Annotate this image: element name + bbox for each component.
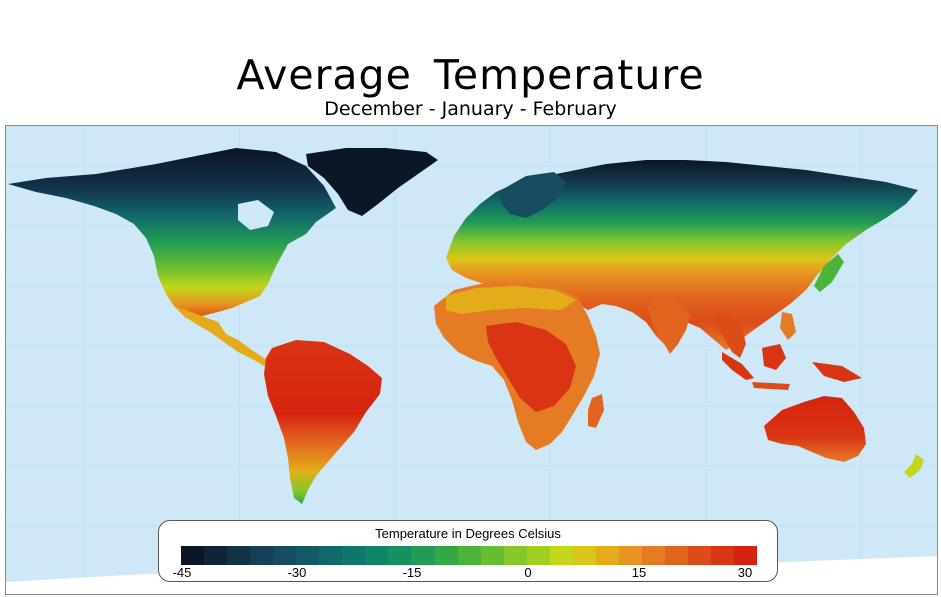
sumatra-landmass [722, 352, 754, 380]
legend-swatch [388, 546, 412, 565]
map-subtitle: December - January - February [324, 98, 617, 120]
legend-swatch [688, 546, 712, 565]
scandinavia-landmass [498, 172, 566, 218]
legend-tick: -30 [287, 565, 307, 580]
legend-swatch [319, 546, 343, 565]
sahara-band [446, 286, 576, 314]
legend-swatch [296, 546, 320, 565]
legend-swatch [181, 546, 205, 565]
eurasia-landmass [446, 160, 918, 350]
legend-swatch [664, 546, 689, 565]
greenland-landmass [306, 148, 438, 216]
japan-landmass [814, 254, 844, 292]
legend-swatch [618, 546, 642, 565]
legend-swatch [204, 546, 228, 565]
legend-swatch [641, 546, 665, 565]
madagascar-landmass [588, 394, 604, 428]
legend-tick: 0 [524, 565, 532, 580]
legend-title: Temperature in Degrees Celsius [375, 526, 561, 541]
new-guinea-landmass [812, 362, 862, 382]
north-america-landmass [8, 148, 336, 318]
legend-swatch [595, 546, 619, 565]
hudson-bay [238, 200, 274, 230]
legend-swatch [273, 546, 297, 565]
legend-swatch [342, 546, 366, 565]
java-landmass [752, 382, 790, 390]
southeast-asia-landmass [714, 314, 746, 358]
central-africa-hot [486, 322, 576, 412]
legend-swatch [711, 546, 735, 565]
legend-swatch [365, 546, 389, 565]
new-zealand-landmass [904, 454, 924, 478]
australia-landmass [764, 396, 866, 462]
legend-swatch [503, 546, 527, 565]
legend-tick: 15 [631, 565, 647, 580]
legend-swatch [734, 546, 758, 565]
legend-swatch [457, 546, 481, 565]
mexico-central-america [174, 306, 272, 368]
legend-swatch [572, 546, 596, 565]
legend-swatch [549, 546, 573, 565]
philippines-landmass [780, 312, 796, 340]
legend-swatch [250, 546, 274, 565]
temperature-legend: Temperature in Degrees Celsius -45 -30 -… [158, 520, 778, 582]
legend-swatch [526, 546, 550, 565]
legend-color-bar [181, 546, 758, 565]
borneo-landmass [762, 344, 786, 370]
legend-tick: -45 [172, 565, 192, 580]
legend-tick: 30 [737, 565, 753, 580]
legend-swatch [411, 546, 435, 565]
legend-swatch [480, 546, 504, 565]
legend-swatch [227, 546, 251, 565]
map-title: Average Temperature [236, 51, 705, 99]
south-america-landmass [264, 340, 382, 504]
legend-tick: -15 [402, 565, 422, 580]
legend-swatch [434, 546, 458, 565]
india-landmass [648, 296, 690, 354]
